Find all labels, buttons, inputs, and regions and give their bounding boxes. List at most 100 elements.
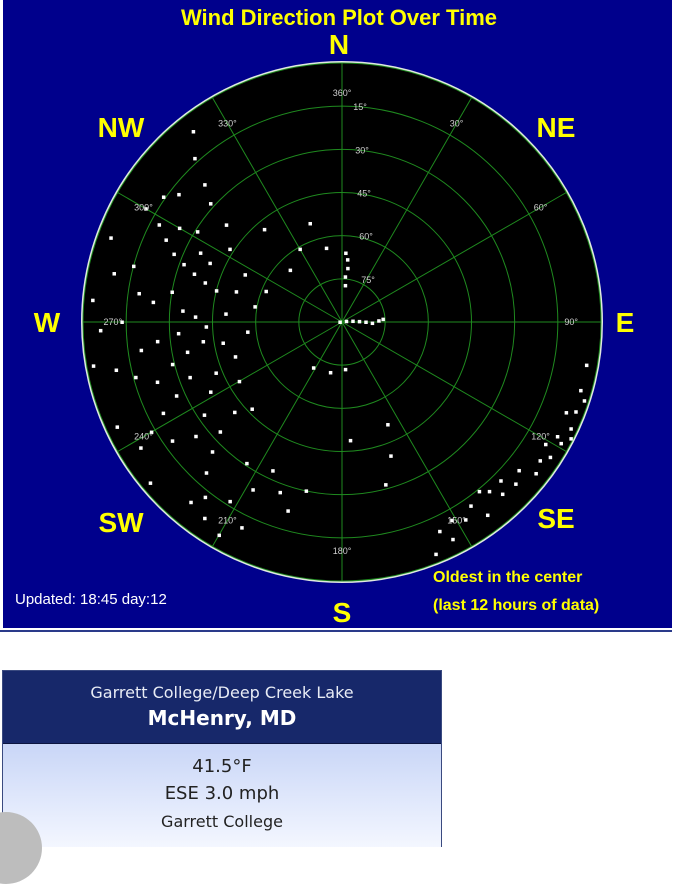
data-point [172, 252, 176, 257]
direction-tick-label: 60° [534, 202, 548, 212]
data-point [298, 247, 302, 252]
data-point [91, 364, 96, 368]
compass-label-se: SE [537, 503, 574, 534]
wind-direction-polar-chart: Wind Direction Plot Over Time 360° 30° 60°… [15, 5, 635, 628]
data-point [188, 375, 192, 380]
station-card-header: Garrett College/Deep Creek Lake McHenry,… [3, 671, 441, 744]
note-line1: Oldest in the center [433, 569, 582, 586]
data-point [161, 411, 166, 416]
data-point [240, 526, 244, 530]
grid-spoke [212, 321, 343, 547]
data-point [151, 300, 156, 305]
compass-label-e: E [616, 307, 635, 338]
grid-spoke [341, 321, 567, 452]
direction-tick-label: 240° [134, 432, 153, 442]
ring-label: 75° [361, 275, 375, 285]
data-point [464, 518, 468, 522]
data-point [177, 226, 182, 231]
ring-label: 45° [357, 189, 371, 199]
data-point [344, 319, 349, 324]
data-point [139, 348, 144, 353]
data-point [132, 264, 136, 269]
data-point [243, 273, 248, 277]
data-point [170, 439, 175, 443]
data-point [308, 221, 312, 226]
data-point [109, 236, 113, 240]
data-point [311, 366, 316, 370]
grid-spoke [341, 321, 472, 547]
data-point [450, 518, 454, 523]
data-point [208, 261, 212, 266]
station-title: McHenry, MD [147, 706, 297, 730]
data-point [233, 355, 238, 359]
ring-label: 15° [353, 102, 367, 112]
data-point [386, 423, 390, 427]
data-point [224, 223, 229, 227]
direction-tick-label: 150° [447, 516, 466, 526]
data-point [155, 339, 160, 344]
data-point [237, 379, 242, 384]
data-point [221, 341, 225, 345]
data-point [164, 238, 168, 242]
data-point [344, 251, 348, 256]
grid-spoke [212, 97, 343, 323]
data-point [203, 495, 208, 500]
divider [0, 630, 672, 632]
data-point [114, 368, 119, 373]
grid-spoke [341, 192, 567, 323]
data-point [364, 320, 368, 324]
compass-label-w: W [34, 307, 61, 338]
data-point [202, 413, 207, 417]
data-point [144, 207, 148, 211]
data-point [209, 390, 213, 394]
compass-label-n: N [329, 29, 349, 60]
data-point [438, 529, 442, 534]
data-point [514, 482, 518, 486]
station-card[interactable]: Garrett College/Deep Creek Lake McHenry,… [2, 670, 442, 847]
data-point [182, 262, 186, 267]
direction-tick-label: 330° [218, 118, 237, 128]
wind-value: ESE 3.0 mph [164, 783, 280, 804]
data-point [170, 362, 175, 367]
site-name: Garrett College [161, 812, 283, 831]
data-point [115, 425, 120, 429]
data-point [224, 312, 228, 316]
data-point [346, 266, 350, 271]
wind-plot-panel: Wind Direction Plot Over Time 360° 30° 60°… [3, 0, 672, 628]
data-point [120, 320, 124, 324]
data-point [98, 328, 103, 333]
data-point [181, 309, 185, 313]
data-point [264, 289, 268, 294]
data-point [233, 410, 237, 415]
data-point [487, 489, 492, 494]
data-point [148, 481, 153, 485]
data-point [245, 461, 249, 466]
data-point [544, 442, 548, 447]
chart-labels: 360° 30° 60° 90° 120° 150° 180° 210° 240° 270° 300… [34, 29, 635, 628]
data-point [246, 330, 250, 334]
data-point [193, 156, 197, 161]
data-point [381, 317, 385, 322]
data-point [348, 438, 353, 443]
chart-title: Wind Direction Plot Over Time [181, 5, 497, 30]
data-point [278, 490, 282, 495]
station-card-body: 41.5°F ESE 3.0 mph Garrett College [3, 744, 441, 847]
data-point [534, 471, 538, 476]
data-point [134, 375, 138, 380]
direction-tick-label: 120° [531, 432, 550, 442]
data-point [555, 435, 560, 439]
data-point [328, 370, 333, 375]
data-point [201, 340, 206, 344]
data-point [253, 305, 257, 309]
compass-label-nw: NW [98, 112, 145, 143]
data-point [91, 298, 95, 303]
direction-tick-label: 300° [134, 202, 153, 212]
data-point [193, 315, 198, 319]
direction-tick-label: 30° [450, 118, 464, 128]
data-point [195, 230, 200, 234]
data-point [137, 291, 141, 296]
polar-grid [81, 61, 603, 583]
data-point [161, 195, 166, 199]
data-point [185, 350, 190, 355]
data-point [377, 319, 381, 323]
